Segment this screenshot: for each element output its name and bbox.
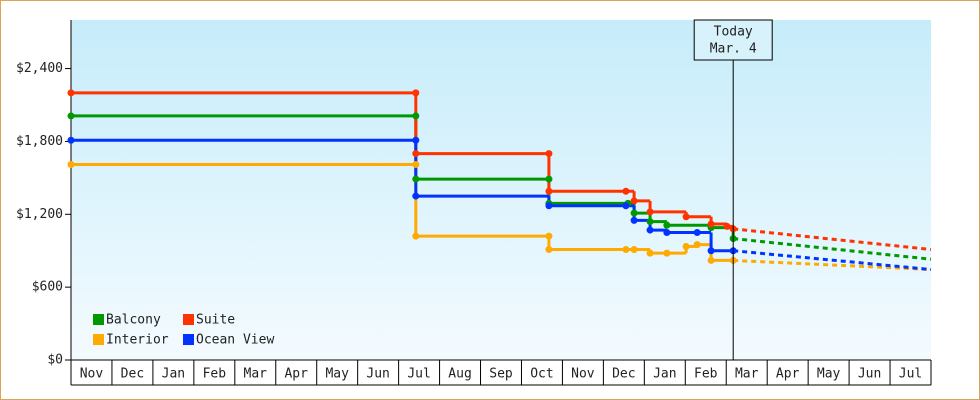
point: [646, 208, 654, 216]
point: [682, 242, 690, 250]
legend-swatch: [183, 314, 194, 325]
point: [622, 246, 630, 253]
projection-line: [733, 258, 932, 272]
x-tick-label: May: [325, 367, 349, 382]
point: [545, 202, 553, 210]
point: [67, 89, 75, 97]
point: [545, 175, 553, 183]
projection-line: [733, 249, 932, 272]
x-tick-label: Feb: [203, 367, 227, 382]
point: [723, 222, 731, 230]
point: [412, 232, 420, 240]
x-tick-label: Mar: [735, 367, 759, 382]
x-tick-label: Nov: [80, 367, 104, 382]
x-tick-label: Mar: [244, 367, 268, 382]
today-box: [693, 19, 773, 61]
x-tick-label: Jan: [653, 367, 676, 382]
plot-area: [71, 20, 931, 360]
point: [545, 150, 553, 158]
x-tick-label: Apr: [284, 367, 308, 382]
point: [630, 216, 638, 224]
point: [682, 213, 690, 221]
x-tick-label: Oct: [530, 367, 553, 382]
x-tick-label: Jun: [366, 367, 389, 382]
point: [67, 161, 75, 168]
legend-label: Suite: [196, 313, 235, 328]
point: [67, 136, 75, 144]
y-tick-label: $600: [32, 280, 63, 295]
legend-label: Interior: [106, 333, 169, 348]
point: [663, 249, 671, 257]
point: [412, 150, 420, 158]
x-tick-label: Jul: [899, 367, 922, 382]
point: [622, 187, 630, 195]
point: [412, 89, 420, 97]
point: [67, 112, 75, 120]
point: [412, 192, 420, 200]
x-tick-label: Jun: [858, 367, 881, 382]
x-tick-label: Feb: [694, 367, 718, 382]
point: [663, 229, 671, 236]
point: [646, 226, 654, 234]
point: [545, 246, 553, 253]
point: [646, 249, 654, 257]
point: [622, 202, 630, 210]
x-tick-label: Dec: [612, 367, 635, 382]
x-tick-label: Jul: [407, 367, 430, 382]
x-tick-label: Jan: [162, 367, 185, 382]
legend-label: Ocean View: [196, 333, 274, 348]
point: [707, 220, 715, 228]
point: [646, 218, 654, 226]
legend-label: Balcony: [106, 313, 161, 328]
point: [663, 221, 671, 229]
y-tick-label: $0: [47, 353, 63, 368]
point: [630, 209, 638, 217]
point: [545, 187, 553, 195]
legend-swatch: [93, 314, 104, 325]
point: [630, 197, 638, 205]
point: [630, 246, 638, 253]
x-tick-label: Apr: [776, 367, 800, 382]
point: [545, 232, 553, 240]
point: [707, 247, 715, 255]
x-tick-label: May: [817, 367, 841, 382]
point: [412, 112, 420, 120]
y-tick-label: $2,400: [16, 61, 63, 76]
y-tick-label: $1,800: [16, 134, 63, 149]
point: [412, 136, 420, 144]
point: [412, 175, 420, 183]
today-label: Today: [714, 25, 753, 40]
point: [693, 229, 701, 236]
point: [693, 241, 701, 249]
projection-line: [733, 237, 932, 261]
x-tick-label: Nov: [571, 367, 595, 382]
today-label: Mar. 4: [710, 42, 757, 57]
x-tick-label: Sep: [489, 367, 513, 382]
legend-swatch: [93, 334, 104, 345]
point: [412, 161, 420, 168]
legend-swatch: [183, 334, 194, 345]
projection-line: [733, 227, 932, 251]
y-tick-label: $1,200: [16, 207, 63, 222]
point: [707, 256, 715, 264]
x-tick-label: Aug: [448, 367, 471, 382]
x-tick-label: Dec: [121, 367, 144, 382]
